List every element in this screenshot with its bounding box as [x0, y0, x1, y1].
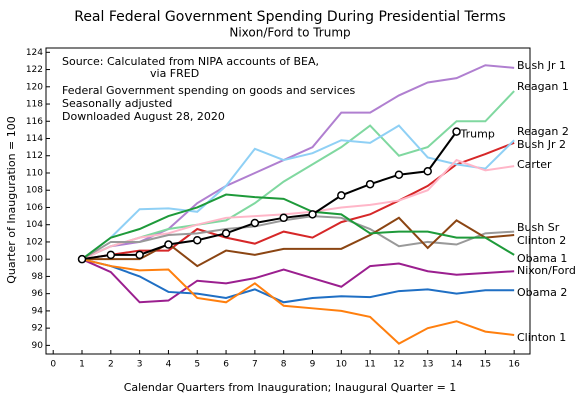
x-tick-label: 12	[393, 360, 404, 370]
x-tick-label: 6	[223, 360, 229, 370]
y-tick-label: 104	[26, 220, 43, 230]
x-tick-label: 0	[50, 360, 56, 370]
series-line	[81, 158, 515, 261]
y-tick-label: 116	[26, 117, 43, 127]
chart-subtitle: Nixon/Ford to Trump	[229, 26, 350, 40]
x-tick-label: 3	[137, 360, 143, 370]
y-tick-label: 90	[32, 341, 44, 351]
annotation: Downloaded August 28, 2020	[62, 110, 225, 123]
x-tick-label: 4	[166, 360, 172, 370]
y-tick-label: 114	[26, 134, 43, 144]
series-label: Clinton 2	[517, 234, 566, 247]
x-tick-label: 10	[336, 360, 348, 370]
series-label: Clinton 1	[517, 331, 566, 344]
y-tick-label: 112	[26, 151, 43, 161]
point	[164, 240, 173, 249]
y-tick-label: 94	[32, 306, 44, 316]
y-tick-label: 118	[26, 100, 43, 110]
chart-title: Real Federal Government Spending During …	[74, 9, 506, 25]
y-tick-label: 102	[26, 237, 43, 247]
annotation: Seasonally adjusted	[62, 97, 172, 110]
point	[250, 218, 260, 228]
series-line	[81, 124, 515, 260]
series-label: Bush Sr	[517, 221, 560, 234]
series-line	[81, 258, 515, 304]
point	[394, 170, 404, 179]
x-axis-label: Calendar Quarters from Inauguration; Ina…	[124, 381, 457, 394]
y-tick-label: 120	[26, 82, 43, 92]
point	[337, 191, 346, 200]
annotation: via FRED	[150, 67, 199, 80]
series-line	[81, 90, 515, 261]
point	[77, 254, 87, 264]
plot-frame	[45, 47, 531, 355]
point	[135, 250, 144, 260]
x-tick-label: 9	[310, 360, 316, 370]
x-tick-label: 5	[194, 360, 200, 370]
series-label: Carter	[517, 158, 552, 171]
point	[221, 229, 231, 238]
y-tick-label: 106	[26, 203, 43, 213]
series-line	[81, 141, 515, 261]
series-line	[81, 258, 515, 345]
y-tick-label: 122	[26, 65, 43, 75]
point	[279, 213, 288, 223]
series-label: Bush Jr 2	[517, 138, 566, 151]
point	[106, 250, 116, 260]
series-line	[81, 258, 515, 304]
series-label: Obama 1	[517, 252, 567, 265]
point	[423, 167, 432, 176]
x-tick-label: 15	[480, 360, 491, 370]
y-tick-label: 92	[32, 324, 43, 334]
point	[193, 235, 202, 245]
x-tick-label: 1	[79, 360, 85, 370]
series-label: Obama 2	[517, 286, 567, 299]
series-line	[81, 193, 515, 260]
x-tick-label: 7	[252, 360, 258, 370]
y-tick-label: 108	[26, 186, 43, 196]
point	[365, 179, 375, 189]
annotation: Federal Government spending on goods and…	[62, 84, 356, 97]
series-label: Trump	[460, 128, 495, 141]
x-tick-label: 8	[281, 360, 287, 370]
y-axis-label: Quarter of Inauguration = 100	[5, 116, 18, 284]
series-line	[81, 131, 458, 261]
y-tick-label: 96	[32, 289, 44, 299]
y-tick-label: 100	[26, 255, 43, 265]
y-tick-label: 110	[26, 168, 43, 178]
series-line	[81, 215, 515, 261]
x-tick-label: 2	[108, 360, 114, 370]
annotation: Source: Calculated from NIPA accounts of…	[62, 55, 319, 68]
x-tick-label: 14	[451, 360, 463, 370]
y-tick-label: 98	[32, 272, 44, 282]
x-tick-label: 13	[422, 360, 433, 370]
x-tick-label: 11	[364, 360, 375, 370]
y-tick-label: 124	[26, 48, 43, 58]
series-label: Nixon/Ford	[517, 264, 576, 277]
point	[308, 210, 317, 219]
series-label: Reagan 1	[517, 80, 569, 93]
series-label: Bush Jr 1	[517, 59, 566, 72]
point	[452, 127, 461, 136]
series-label: Reagan 2	[517, 125, 569, 138]
x-tick-label: 16	[508, 360, 520, 370]
